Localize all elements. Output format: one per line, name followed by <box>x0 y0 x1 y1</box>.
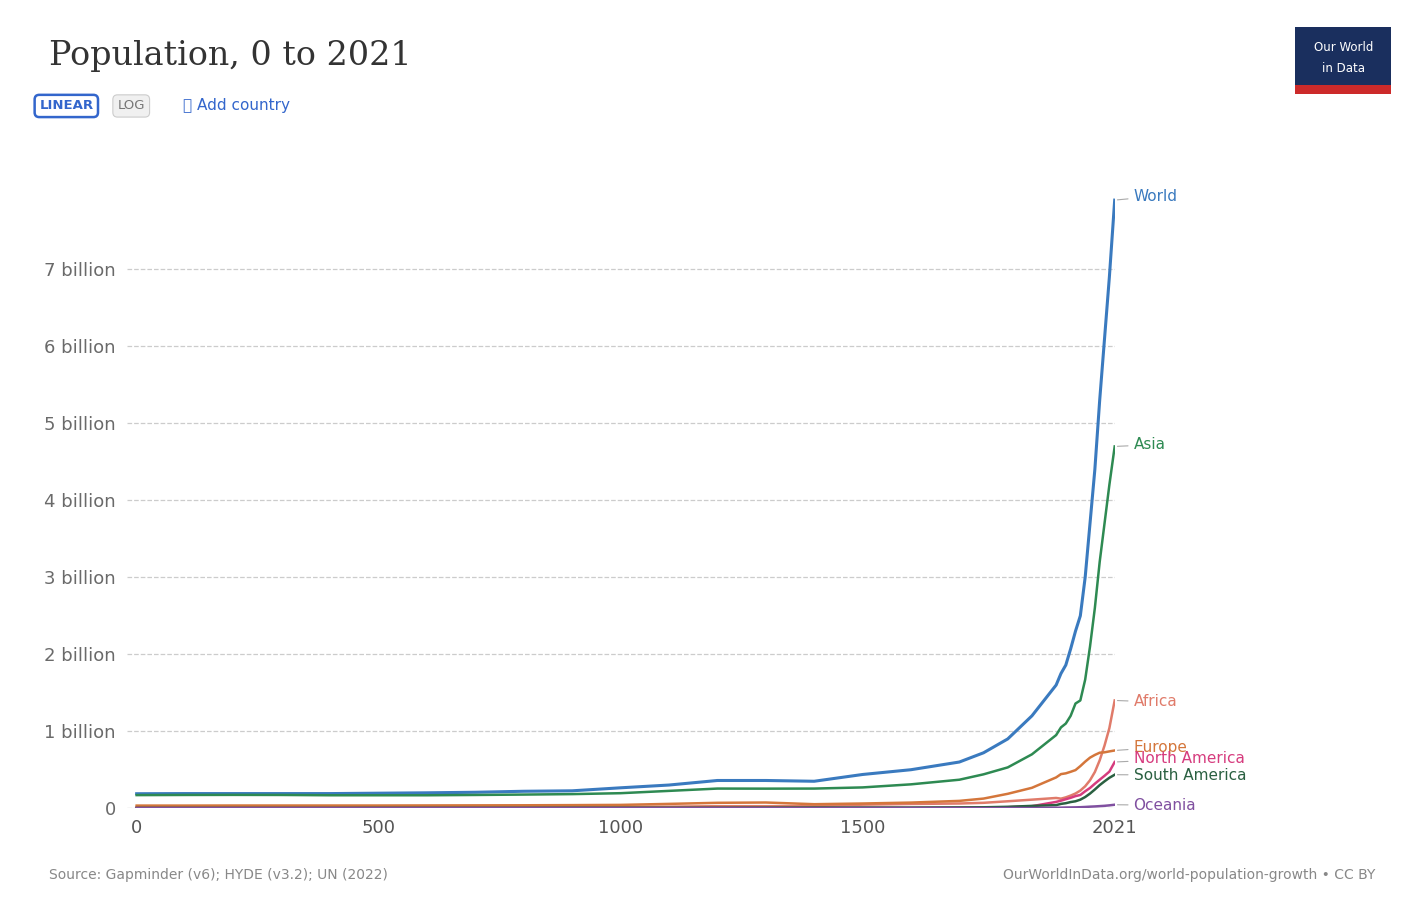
Text: World: World <box>1118 189 1178 204</box>
Text: South America: South America <box>1118 768 1246 782</box>
Text: Our World: Our World <box>1314 40 1373 54</box>
Text: Europe: Europe <box>1118 740 1188 755</box>
Text: Africa: Africa <box>1118 694 1177 709</box>
Text: LOG: LOG <box>117 100 145 112</box>
Text: Asia: Asia <box>1118 437 1165 453</box>
Text: Source: Gapminder (v6); HYDE (v3.2); UN (2022): Source: Gapminder (v6); HYDE (v3.2); UN … <box>49 867 388 882</box>
Text: OurWorldInData.org/world-population-growth • CC BY: OurWorldInData.org/world-population-grow… <box>1003 867 1376 882</box>
Text: ➕ Add country: ➕ Add country <box>183 99 291 113</box>
Text: in Data: in Data <box>1322 62 1364 75</box>
FancyBboxPatch shape <box>1295 85 1391 94</box>
Text: Oceania: Oceania <box>1118 797 1197 813</box>
Text: Population, 0 to 2021: Population, 0 to 2021 <box>49 40 412 73</box>
Text: LINEAR: LINEAR <box>40 100 93 112</box>
FancyBboxPatch shape <box>1295 27 1391 86</box>
Text: North America: North America <box>1118 751 1245 766</box>
